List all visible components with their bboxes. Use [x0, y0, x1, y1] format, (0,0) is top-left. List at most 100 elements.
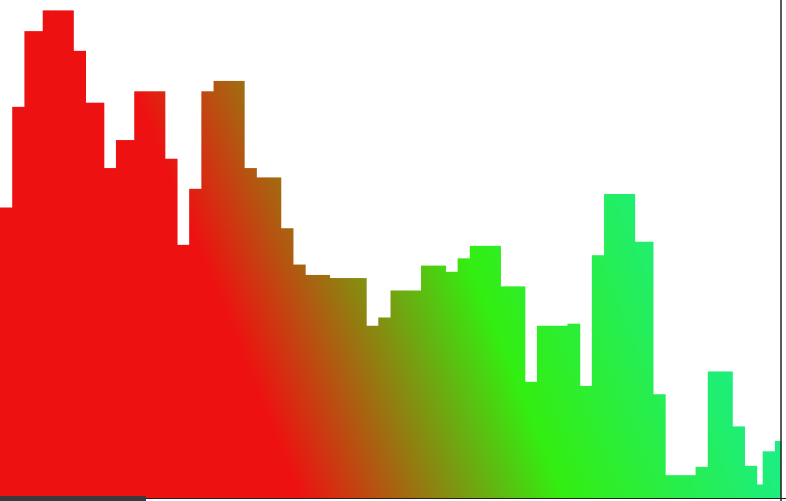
horizontal-scroll-indicator[interactable] [0, 496, 146, 501]
histogram-bar [323, 274, 331, 498]
histogram-bar [195, 188, 202, 498]
histogram-bar [622, 194, 630, 498]
histogram-bar [317, 274, 324, 498]
histogram-bar [79, 50, 87, 499]
histogram-bar [561, 325, 569, 498]
histogram-bar [73, 50, 80, 499]
histogram-bar [347, 278, 355, 498]
histogram-bar [524, 381, 532, 498]
histogram-bar [408, 290, 416, 498]
histogram-bar [530, 381, 538, 498]
histogram-bar [658, 394, 666, 498]
histogram-bar [768, 451, 776, 498]
histogram-bar [219, 80, 227, 499]
histogram-bar [292, 264, 300, 498]
histogram-bar [18, 106, 25, 499]
histogram-bar [732, 426, 739, 498]
histogram-bar [579, 385, 587, 498]
histogram-bar [475, 245, 483, 498]
histogram-bar [103, 168, 111, 498]
histogram-bar [518, 286, 526, 498]
histogram-bar [573, 323, 581, 498]
histogram-bars [0, 10, 782, 499]
histogram-bar [268, 177, 276, 498]
histogram-bar [225, 80, 233, 499]
histogram-bar [54, 10, 62, 499]
histogram-bar [640, 241, 648, 499]
histogram-bar [604, 194, 611, 498]
histogram-bar [665, 475, 672, 498]
histogram-bar [488, 245, 495, 498]
histogram-bar [128, 140, 135, 498]
histogram-bar [366, 325, 373, 498]
histogram-bar [719, 371, 727, 498]
histogram-bar [567, 323, 575, 498]
histogram-bar [250, 168, 257, 498]
histogram-bar [427, 265, 434, 498]
histogram-bar [115, 140, 123, 498]
histogram-bar [256, 177, 263, 498]
histogram-bar [543, 325, 550, 498]
histogram-bar [122, 140, 129, 498]
histogram-bar [109, 168, 117, 498]
histogram-bar [689, 475, 697, 498]
histogram-bar [158, 91, 166, 499]
histogram-bar [36, 31, 44, 499]
histogram-bar [597, 255, 605, 498]
histogram-bar [445, 271, 453, 498]
histogram-bar [469, 245, 477, 498]
histogram-bar [30, 31, 38, 499]
histogram-bar [506, 286, 514, 498]
histogram-bar [48, 10, 56, 499]
histogram-bar [189, 188, 196, 498]
histogram-bar [24, 31, 32, 499]
histogram-bar [774, 440, 782, 498]
histogram-bar [421, 265, 428, 498]
histogram-bar [762, 451, 770, 498]
histogram-bar [280, 228, 288, 498]
histogram-bar [244, 168, 251, 498]
histogram-bar [738, 426, 745, 498]
histogram-bar [439, 265, 447, 498]
histogram-bar [677, 475, 684, 498]
histogram-bar [402, 290, 410, 498]
histogram-bar [335, 278, 343, 498]
histogram-bar [414, 290, 422, 498]
histogram-bar [170, 158, 178, 499]
histogram-bar [555, 325, 562, 498]
histogram-bar [341, 278, 349, 498]
histogram-bar [262, 177, 270, 498]
histogram-bar [305, 274, 312, 498]
histogram-bar [183, 244, 190, 498]
histogram-bar [359, 278, 367, 498]
histogram-bar [298, 264, 306, 498]
histogram-bar [67, 10, 74, 499]
histogram-bar [353, 278, 361, 498]
histogram-bar [549, 325, 556, 498]
histogram-bar [652, 394, 660, 498]
histogram-bar [97, 102, 105, 499]
histogram-bar [0, 207, 7, 498]
histogram-bar [140, 91, 148, 499]
histogram-bar [146, 91, 154, 499]
histogram-bar [85, 102, 93, 499]
histogram-bar [494, 245, 501, 498]
histogram-bar [726, 371, 733, 498]
histogram-bar [634, 241, 642, 499]
histogram-bar [433, 265, 440, 498]
histogram-bar [610, 194, 617, 498]
histogram-bar [482, 245, 489, 498]
histogram-bar [744, 465, 752, 498]
histogram-bar [311, 274, 318, 498]
histogram-bar [201, 91, 209, 499]
histogram-bar [750, 465, 758, 498]
histogram-bar [231, 80, 239, 499]
histogram-bar [384, 317, 392, 499]
histogram-bar [12, 106, 19, 499]
histogram-bar [701, 466, 709, 499]
histogram-bar [61, 10, 68, 499]
histogram-bar [512, 286, 520, 498]
histogram-bar [463, 258, 471, 498]
